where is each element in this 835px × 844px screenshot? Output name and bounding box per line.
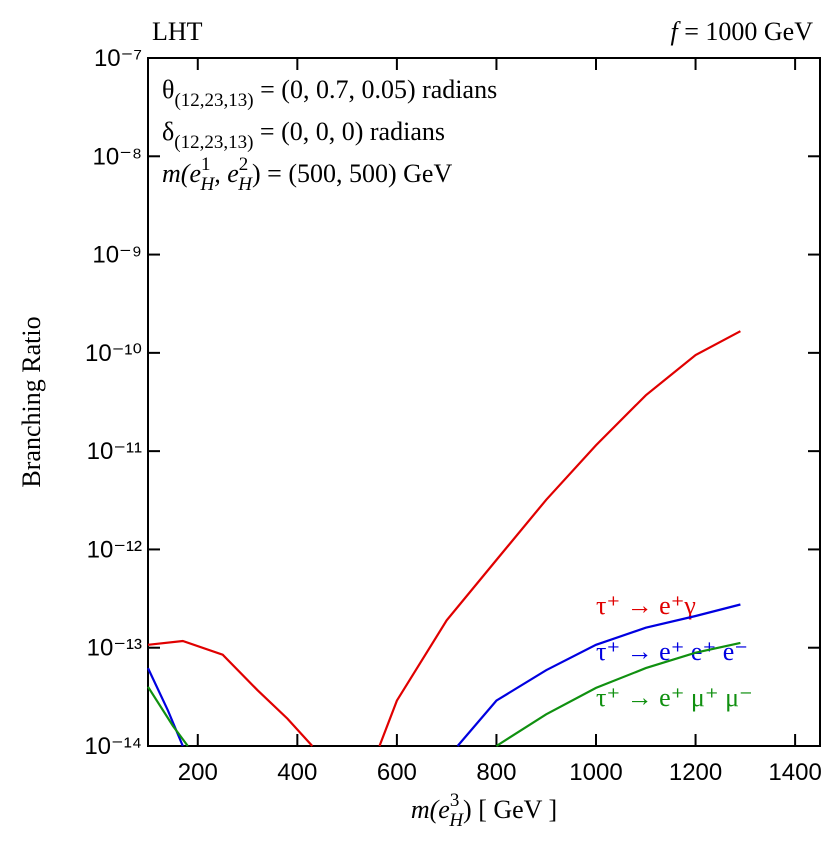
x-label-part: H: [448, 810, 464, 831]
x-tick-label: 1400: [768, 759, 821, 786]
x-tick-label: 1200: [669, 759, 722, 786]
legend-entry: τ⁺ → e⁺γ: [596, 591, 696, 620]
annotation-part: δ: [162, 117, 174, 146]
subtitle-part: = 1000 GeV: [678, 17, 813, 46]
annotation-part: H: [237, 174, 253, 195]
y-tick-label: 10⁻¹³: [87, 635, 142, 662]
series-line: [147, 330, 741, 747]
annotation-part: = (0, 0, 0) radians: [253, 117, 445, 146]
y-tick-label: 10⁻¹⁴: [84, 733, 142, 760]
series-line: [147, 641, 741, 747]
y-tick-label: 10⁻⁹: [92, 242, 142, 269]
annotation: m(e1 H, e2 H) = (500, 500) GeV: [162, 154, 452, 195]
annotation-part: (e: [181, 159, 201, 188]
y-tick-label: 10⁻⁷: [94, 45, 142, 72]
x-label-part: m: [411, 795, 430, 824]
chart-title: LHT: [152, 17, 203, 46]
legend-entry: τ⁺ → e⁺ μ⁺ μ⁻: [596, 683, 753, 712]
legend-entry: τ⁺ → e⁺ e⁺ e⁻: [596, 637, 748, 666]
chart-subtitle: f = 1000 GeV: [671, 17, 814, 46]
annotation-part: 1: [201, 154, 211, 175]
y-tick-label: 10⁻¹¹: [87, 438, 142, 465]
annotation-part: H: [199, 174, 215, 195]
annotation-part: ) = (500, 500) GeV: [252, 159, 452, 188]
x-tick-label: 600: [377, 759, 417, 786]
plot-frame: [147, 57, 821, 747]
annotation-part: , e: [214, 159, 239, 188]
x-tick-label: 1000: [569, 759, 622, 786]
annotation-part: = (0, 0.7, 0.05) radians: [254, 75, 498, 104]
y-tick-label: 10⁻¹⁰: [85, 340, 142, 367]
x-axis-label: m(e3 H) [ GeV ]: [411, 790, 557, 831]
x-tick-label: 400: [277, 759, 317, 786]
x-tick-label: 200: [178, 759, 218, 786]
x-tick-label: 800: [476, 759, 516, 786]
x-label-part: 3: [450, 790, 460, 811]
y-tick-label: 10⁻¹²: [87, 536, 142, 563]
annotation-part: m: [162, 159, 181, 188]
annotation-part: (12,23,13): [174, 132, 253, 153]
subtitle-part: f: [671, 17, 682, 46]
x-label-part: ) [ GeV ]: [463, 795, 557, 824]
annotation-part: (12,23,13): [174, 90, 253, 111]
annotation-part: 2: [239, 154, 249, 175]
annotation: δ(12,23,13) = (0, 0, 0) radians: [162, 117, 445, 153]
y-tick-label: 10⁻⁸: [93, 143, 143, 170]
annotation: θ(12,23,13) = (0, 0.7, 0.05) radians: [162, 75, 497, 111]
y-axis-label: Branching Ratio: [17, 316, 46, 487]
x-label-part: (e: [430, 795, 450, 824]
annotation-part: θ: [162, 75, 174, 104]
